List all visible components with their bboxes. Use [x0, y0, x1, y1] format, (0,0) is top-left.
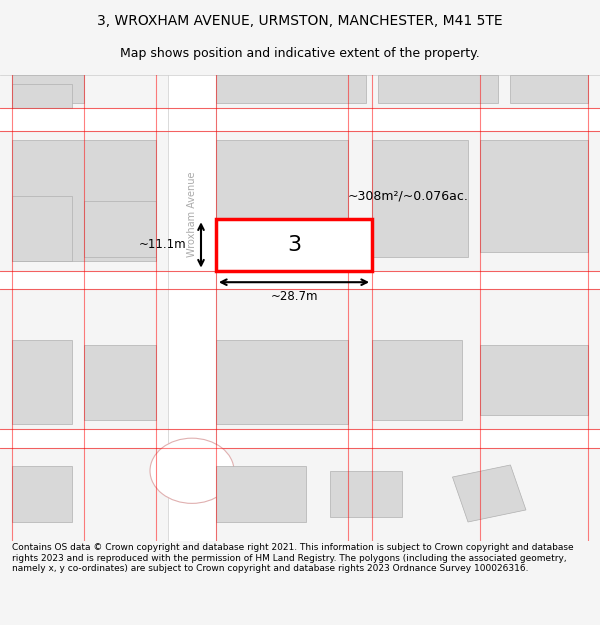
Bar — [216, 75, 366, 103]
Bar — [510, 75, 588, 103]
Bar — [168, 75, 216, 541]
Text: 3: 3 — [287, 235, 301, 255]
Text: 3, WROXHAM AVENUE, URMSTON, MANCHESTER, M41 5TE: 3, WROXHAM AVENUE, URMSTON, MANCHESTER, … — [97, 14, 503, 28]
Bar — [330, 471, 402, 518]
Circle shape — [150, 438, 234, 503]
Bar — [480, 140, 588, 252]
Bar — [452, 465, 526, 522]
Bar — [216, 466, 306, 522]
Bar — [372, 341, 462, 419]
Bar — [84, 201, 156, 257]
Bar — [480, 345, 588, 415]
Text: ~28.7m: ~28.7m — [270, 289, 318, 302]
Text: Wroxham Avenue: Wroxham Avenue — [187, 172, 197, 258]
Text: Contains OS data © Crown copyright and database right 2021. This information is : Contains OS data © Crown copyright and d… — [12, 543, 574, 573]
Bar — [216, 219, 372, 271]
Bar — [12, 466, 72, 522]
Bar — [372, 140, 468, 257]
Bar — [12, 75, 84, 103]
Bar — [0, 271, 600, 289]
Bar — [84, 345, 156, 419]
Text: Map shows position and indicative extent of the property.: Map shows position and indicative extent… — [120, 48, 480, 61]
Bar — [216, 341, 348, 424]
Bar — [12, 140, 156, 261]
Bar — [0, 107, 600, 131]
Bar — [216, 140, 348, 261]
Text: ~11.1m: ~11.1m — [139, 239, 186, 251]
Bar — [12, 84, 72, 107]
Text: ~308m²/~0.076ac.: ~308m²/~0.076ac. — [348, 189, 469, 202]
Bar — [378, 75, 498, 103]
Bar — [12, 341, 72, 424]
Bar — [12, 196, 72, 261]
Bar — [0, 429, 600, 448]
